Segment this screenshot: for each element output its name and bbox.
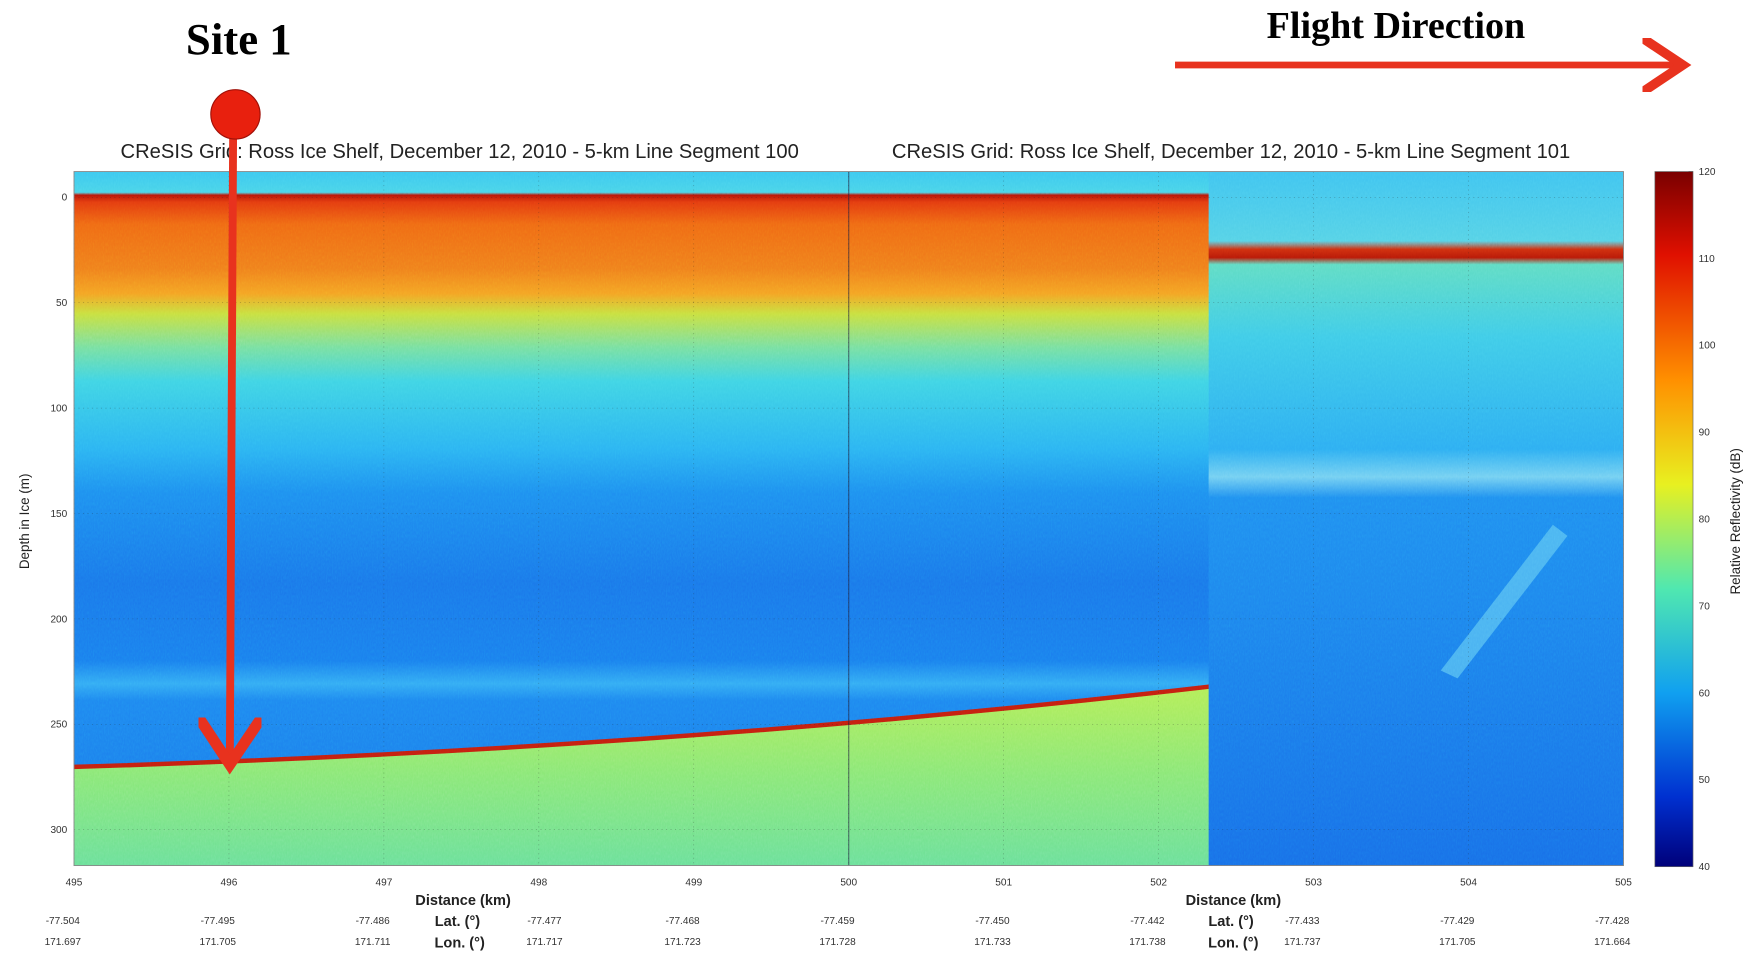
lat-value: -77.433	[1285, 916, 1320, 927]
y-tick-label: 300	[50, 825, 67, 836]
y-axis-label: Depth in Ice (m)	[17, 474, 32, 570]
lon-label: Lon. (°)	[1208, 935, 1258, 951]
lon-value: 171.717	[526, 937, 563, 948]
lon-label: Lon. (°)	[435, 935, 485, 951]
x-tick-label: 497	[375, 878, 392, 889]
site-arrow	[230, 116, 233, 757]
lat-value: -77.468	[665, 916, 700, 927]
colorbar	[1654, 171, 1694, 868]
lon-value: 171.697	[45, 937, 82, 948]
site-label: Site 1	[186, 14, 292, 64]
lat-value: -77.495	[201, 916, 236, 927]
x-axis-label: Distance (km)	[1186, 893, 1282, 909]
y-tick-label: 150	[50, 509, 67, 520]
x-tick-label: 496	[221, 878, 238, 889]
panel-title: CReSIS Grid: Ross Ice Shelf, December 12…	[892, 141, 1570, 163]
plot-frame	[73, 171, 1624, 867]
figure-body: 0 50 100 150 200 250 300 495 496 497 498 499 500 501 5…	[17, 5, 1743, 951]
lat-value: -77.450	[975, 916, 1010, 927]
lat-value: -77.459	[820, 916, 855, 927]
lon-value: 171.664	[1594, 937, 1631, 948]
x-tick-label: 499	[685, 878, 702, 889]
colorbar-tick-label: 50	[1699, 775, 1711, 786]
x-axis-label: Distance (km)	[415, 893, 511, 909]
x-tick-label: 503	[1305, 878, 1322, 889]
colorbar-tick-label: 80	[1699, 514, 1711, 525]
colorbar-tick-label: 100	[1699, 341, 1716, 352]
lat-label: Lat. (°)	[435, 914, 481, 930]
radargram	[73, 171, 1624, 866]
lat-value: -77.429	[1440, 916, 1475, 927]
colorbar-label: Relative Reflectivity (dB)	[1728, 448, 1743, 594]
colorbar-tick-label: 110	[1699, 254, 1715, 265]
panel-title: CReSIS Grid: Ross Ice Shelf, December 12…	[121, 141, 799, 163]
lat-value: -77.442	[1130, 916, 1165, 927]
flight-direction-label: Flight Direction	[1267, 5, 1526, 47]
lon-value: 171.737	[1284, 937, 1321, 948]
lon-value: 171.705	[1439, 937, 1476, 948]
y-tick-label: 100	[50, 403, 67, 414]
x-tick-label: 500	[840, 878, 857, 889]
lat-label: Lat. (°)	[1208, 914, 1254, 930]
lat-value: -77.486	[356, 916, 391, 927]
x-tick-label: 501	[995, 878, 1012, 889]
lon-value: 171.723	[664, 937, 701, 948]
y-tick-label: 0	[62, 193, 68, 204]
colorbar-tick-label: 60	[1699, 688, 1711, 699]
lon-value: 171.738	[1129, 937, 1166, 948]
y-tick-label: 250	[50, 720, 67, 731]
colorbar-tick-label: 70	[1699, 601, 1711, 612]
y-tick-label: 200	[50, 614, 67, 625]
y-tick-label: 50	[56, 298, 68, 309]
site-marker	[210, 89, 261, 140]
lat-value: -77.428	[1595, 916, 1630, 927]
axes: 0 50 100 150 200 250 300 495 496 497 498 499 500 501 5…	[45, 167, 1716, 948]
colorbar-tick-label: 120	[1699, 167, 1716, 178]
lat-value: -77.504	[46, 916, 81, 927]
lon-value: 171.733	[974, 937, 1011, 948]
x-tick-label: 495	[66, 878, 83, 889]
x-tick-label: 502	[1150, 878, 1167, 889]
x-tick-label: 505	[1615, 878, 1632, 889]
colorbar-tick-label: 40	[1699, 862, 1711, 873]
lat-value: -77.477	[527, 916, 562, 927]
lon-value: 171.711	[355, 937, 391, 948]
colorbar-tick-label: 90	[1699, 428, 1711, 439]
lon-value: 171.705	[200, 937, 237, 948]
lon-value: 171.728	[819, 937, 856, 948]
x-tick-label: 504	[1460, 878, 1477, 889]
x-tick-label: 498	[530, 878, 547, 889]
